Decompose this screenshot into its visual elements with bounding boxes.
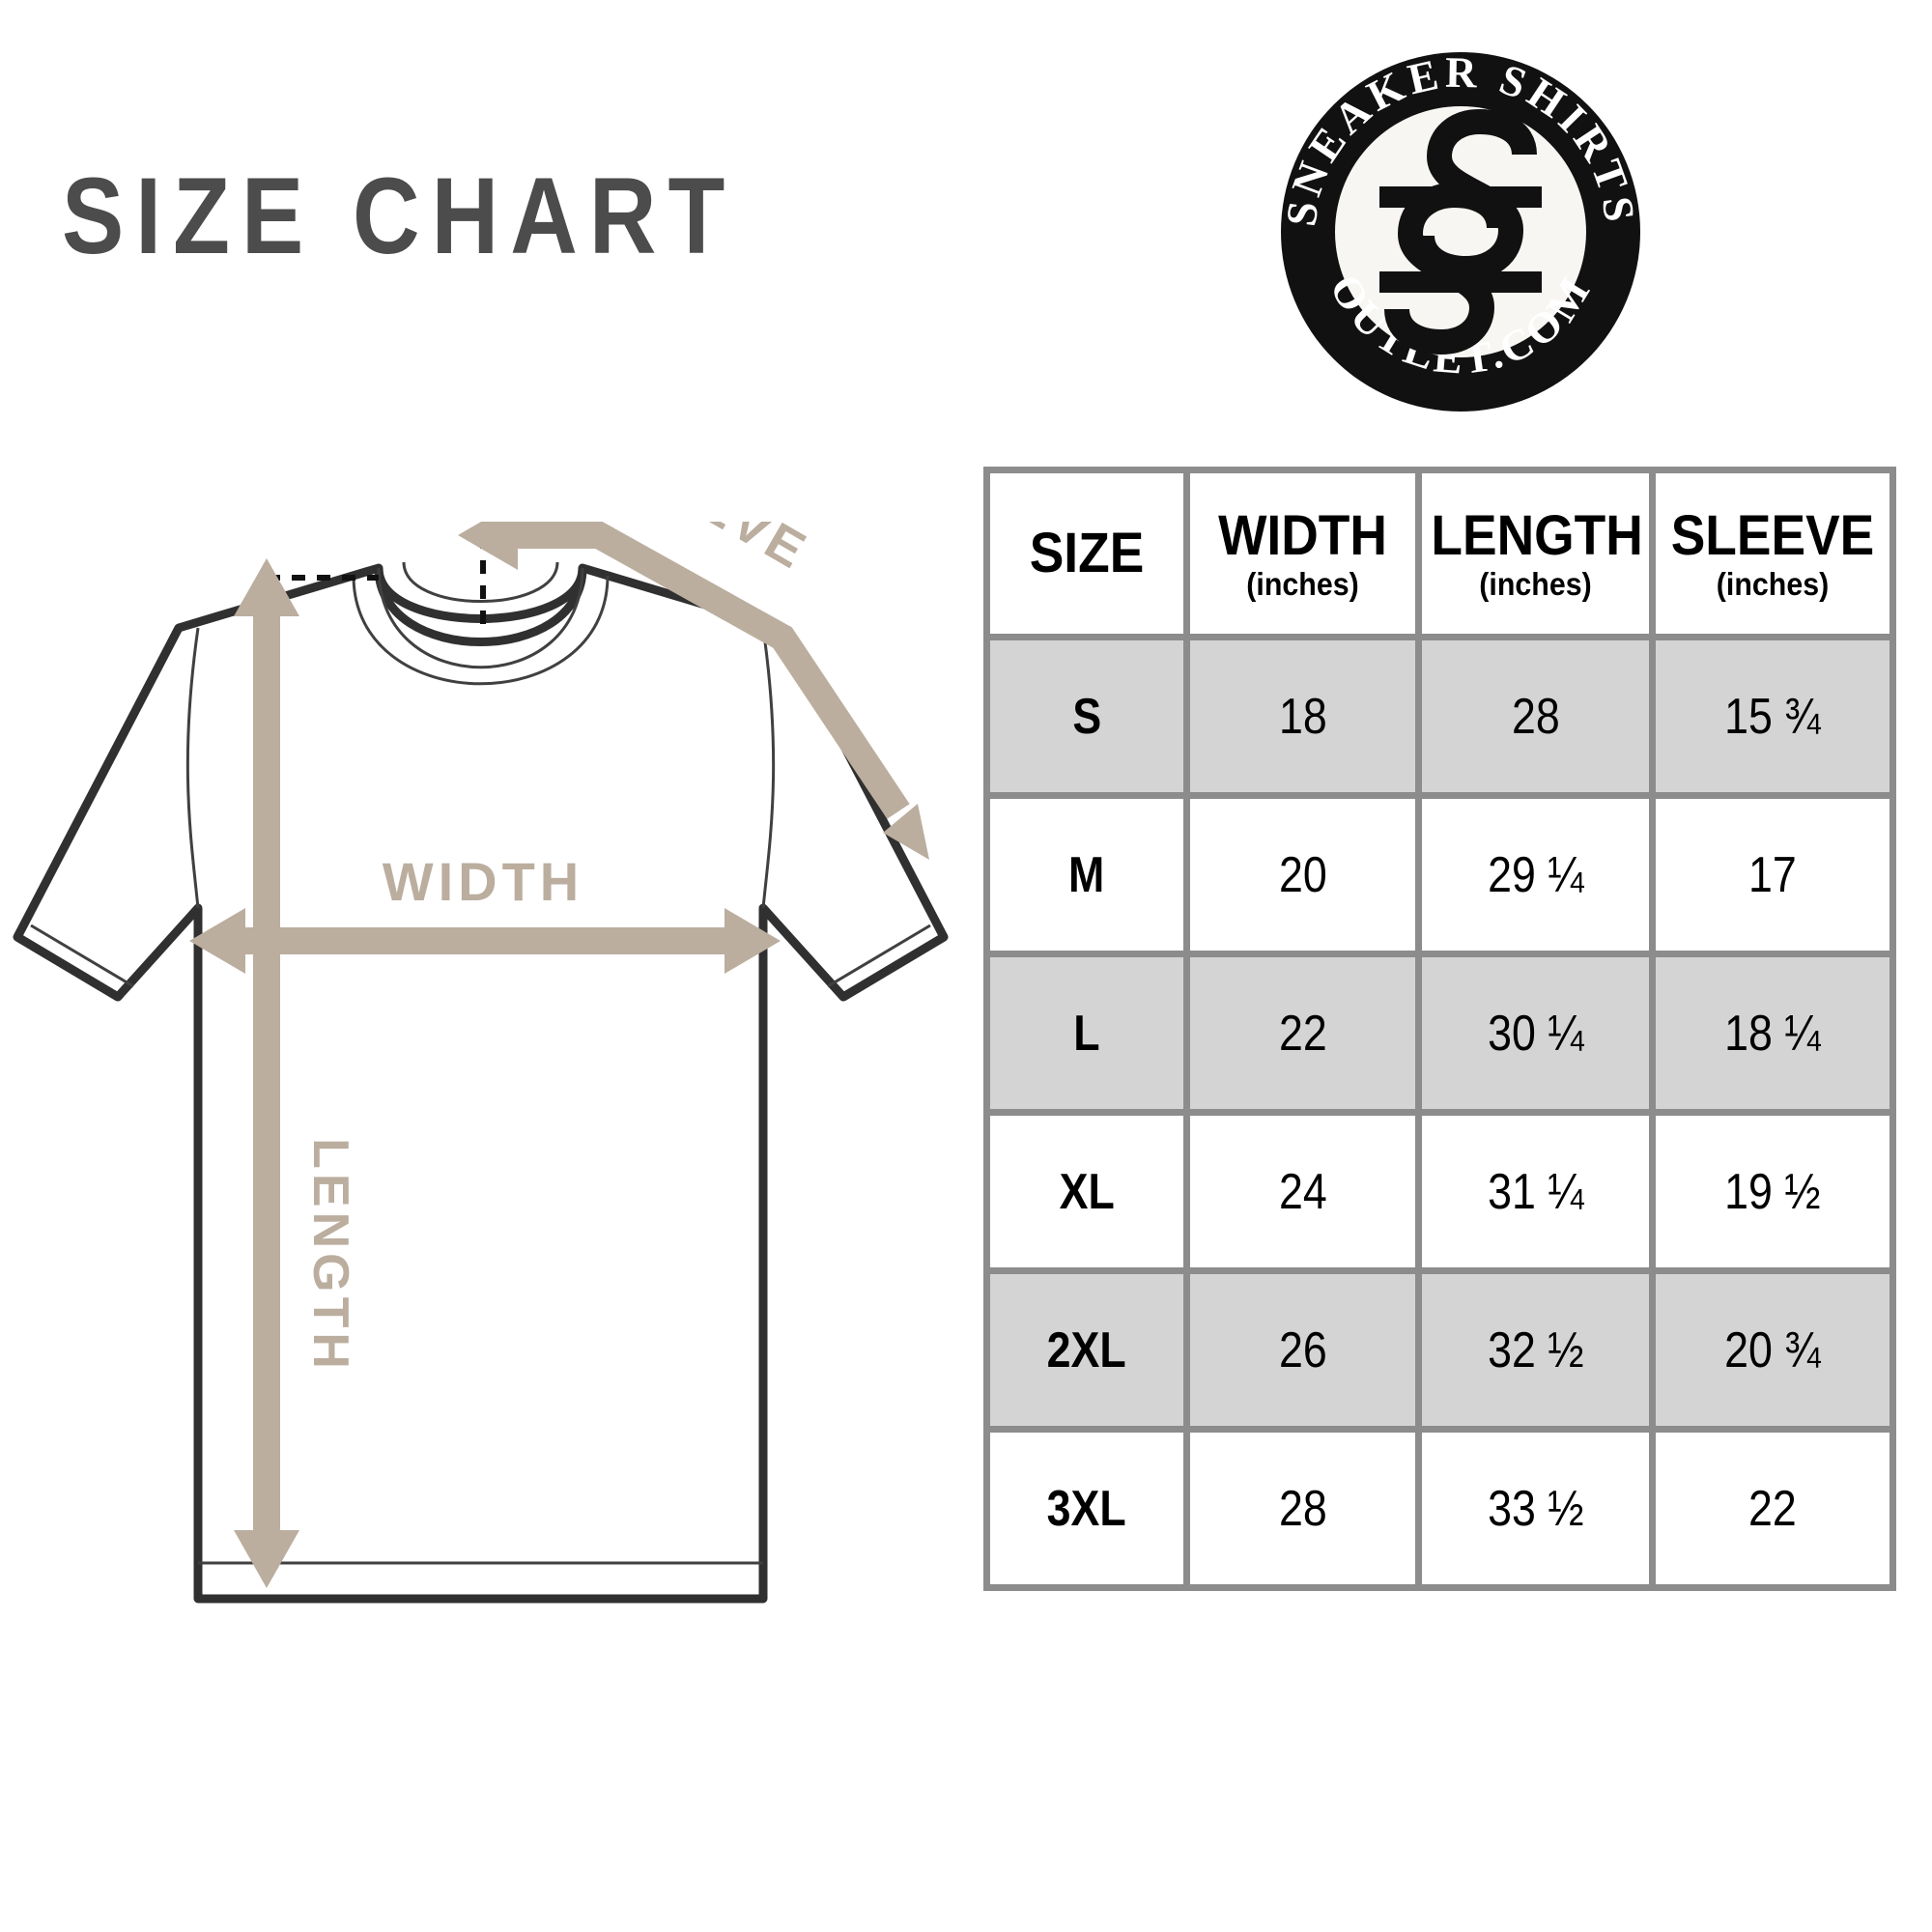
table-row: XL 24 31 ¼ 19 ½ — [990, 1109, 1889, 1267]
column-header-size: SIZE — [990, 473, 1183, 634]
measurement-value: 29 ¼ — [1487, 846, 1584, 903]
measurement-value: 32 ½ — [1487, 1321, 1584, 1378]
measurement-value: 30 ¼ — [1487, 1005, 1584, 1062]
measurement-value: 19 ½ — [1724, 1163, 1821, 1220]
column-header-length: LENGTH (inches) — [1415, 473, 1649, 634]
column-header-sleeve: SLEEVE (inches) — [1649, 473, 1889, 634]
cell-width: 20 — [1183, 792, 1415, 951]
measurement-arrows — [189, 522, 929, 1588]
cell-length: 33 ½ — [1415, 1426, 1649, 1584]
size-label: M — [1068, 846, 1105, 903]
cell-size: M — [990, 792, 1183, 951]
measurement-value: 22 — [1748, 1480, 1797, 1537]
left-sleeve-hem — [14, 933, 121, 1001]
cell-size: S — [990, 634, 1183, 792]
cell-length: 31 ¼ — [1415, 1109, 1649, 1267]
table-header-row: SIZE WIDTH (inches) LENGTH (inches) SLEEVE (in… — [990, 473, 1889, 634]
measurement-value: 31 ¼ — [1487, 1163, 1584, 1220]
cell-sleeve: 22 — [1649, 1426, 1889, 1584]
column-header-units: (inches) — [1716, 566, 1830, 603]
measurement-value: 24 — [1278, 1163, 1327, 1220]
right-sleeve-hem — [840, 933, 947, 1001]
column-header-units: (inches) — [1479, 566, 1592, 603]
table-row: L 22 30 ¼ 18 ¼ — [990, 951, 1889, 1109]
cell-size: 3XL — [990, 1426, 1183, 1584]
cell-sleeve: 17 — [1649, 792, 1889, 951]
column-header-main: SIZE — [1029, 522, 1145, 585]
measurement-value: 28 — [1278, 1480, 1327, 1537]
logo-monogram — [1379, 108, 1542, 355]
shirt-body-path — [13, 563, 949, 1604]
collar-rib-outer — [374, 567, 587, 646]
column-header-units: (inches) — [1246, 566, 1359, 603]
width-label: WIDTH — [383, 851, 584, 912]
measurement-value: 20 — [1278, 846, 1327, 903]
measurement-value: 26 — [1278, 1321, 1327, 1378]
cell-length: 28 — [1415, 634, 1649, 792]
size-label: S — [1072, 688, 1101, 745]
size-chart-table: SIZE WIDTH (inches) LENGTH (inches) SLEEVE (in… — [983, 467, 1896, 1591]
table-row: 3XL 28 33 ½ 22 — [990, 1426, 1889, 1584]
sleeve-arrow — [458, 522, 929, 860]
size-label: XL — [1059, 1163, 1115, 1220]
left-armhole-seam — [185, 627, 200, 909]
table-row: S 18 28 15 ¾ — [990, 634, 1889, 792]
column-header-width: WIDTH (inches) — [1183, 473, 1415, 634]
cell-sleeve: 19 ½ — [1649, 1109, 1889, 1267]
length-label: LENGTH — [302, 1138, 358, 1374]
cell-length: 30 ¼ — [1415, 951, 1649, 1109]
collar-rib-inner — [352, 575, 610, 686]
left-sleeve-hem-inner — [30, 923, 134, 988]
cell-sleeve: 20 ¾ — [1649, 1267, 1889, 1426]
measurement-value: 17 — [1748, 846, 1797, 903]
cell-size: XL — [990, 1109, 1183, 1267]
cell-width: 22 — [1183, 951, 1415, 1109]
tshirt-measurement-diagram: WIDTH LENGTH SLEEVE — [0, 522, 976, 1623]
measurement-value: 28 — [1511, 688, 1560, 745]
size-label: L — [1073, 1005, 1100, 1062]
cell-width: 18 — [1183, 634, 1415, 792]
width-arrow — [189, 908, 781, 974]
cell-size: 2XL — [990, 1267, 1183, 1426]
cell-sleeve: 15 ¾ — [1649, 634, 1889, 792]
column-header-main: SLEEVE — [1670, 503, 1875, 567]
size-chart-table-body: SIZE WIDTH (inches) LENGTH (inches) SLEEVE (in… — [990, 473, 1889, 1584]
table-row: M 20 29 ¼ 17 — [990, 792, 1889, 951]
cell-width: 28 — [1183, 1426, 1415, 1584]
right-sleeve-hem-inner — [827, 923, 931, 988]
right-armhole-seam — [761, 627, 776, 909]
length-arrow — [234, 558, 299, 1588]
column-header-main: LENGTH — [1431, 503, 1643, 567]
size-label: 2XL — [1046, 1321, 1127, 1378]
measurement-value: 15 ¾ — [1724, 688, 1821, 745]
brand-logo: SNEAKER SHIRTS OUTLET.COM — [1275, 46, 1646, 417]
measurement-value: 18 ¼ — [1724, 1005, 1821, 1062]
measurement-value: 18 — [1278, 688, 1327, 745]
cell-width: 24 — [1183, 1109, 1415, 1267]
collar-rib-mid — [377, 567, 584, 669]
measurement-value: 33 ½ — [1487, 1480, 1584, 1537]
table-row: 2XL 26 32 ½ 20 ¾ — [990, 1267, 1889, 1426]
measurement-value: 22 — [1278, 1005, 1327, 1062]
cell-width: 26 — [1183, 1267, 1415, 1426]
cell-length: 29 ¼ — [1415, 792, 1649, 951]
cell-size: L — [990, 951, 1183, 1109]
size-label: 3XL — [1046, 1480, 1127, 1537]
cell-sleeve: 18 ¼ — [1649, 951, 1889, 1109]
measurement-value: 20 ¾ — [1724, 1321, 1821, 1378]
column-header-main: WIDTH — [1218, 503, 1387, 567]
cell-length: 32 ½ — [1415, 1267, 1649, 1426]
collar-seam — [402, 561, 559, 603]
page-title: SIZE CHART — [62, 156, 737, 276]
tshirt-outline — [13, 561, 949, 1604]
